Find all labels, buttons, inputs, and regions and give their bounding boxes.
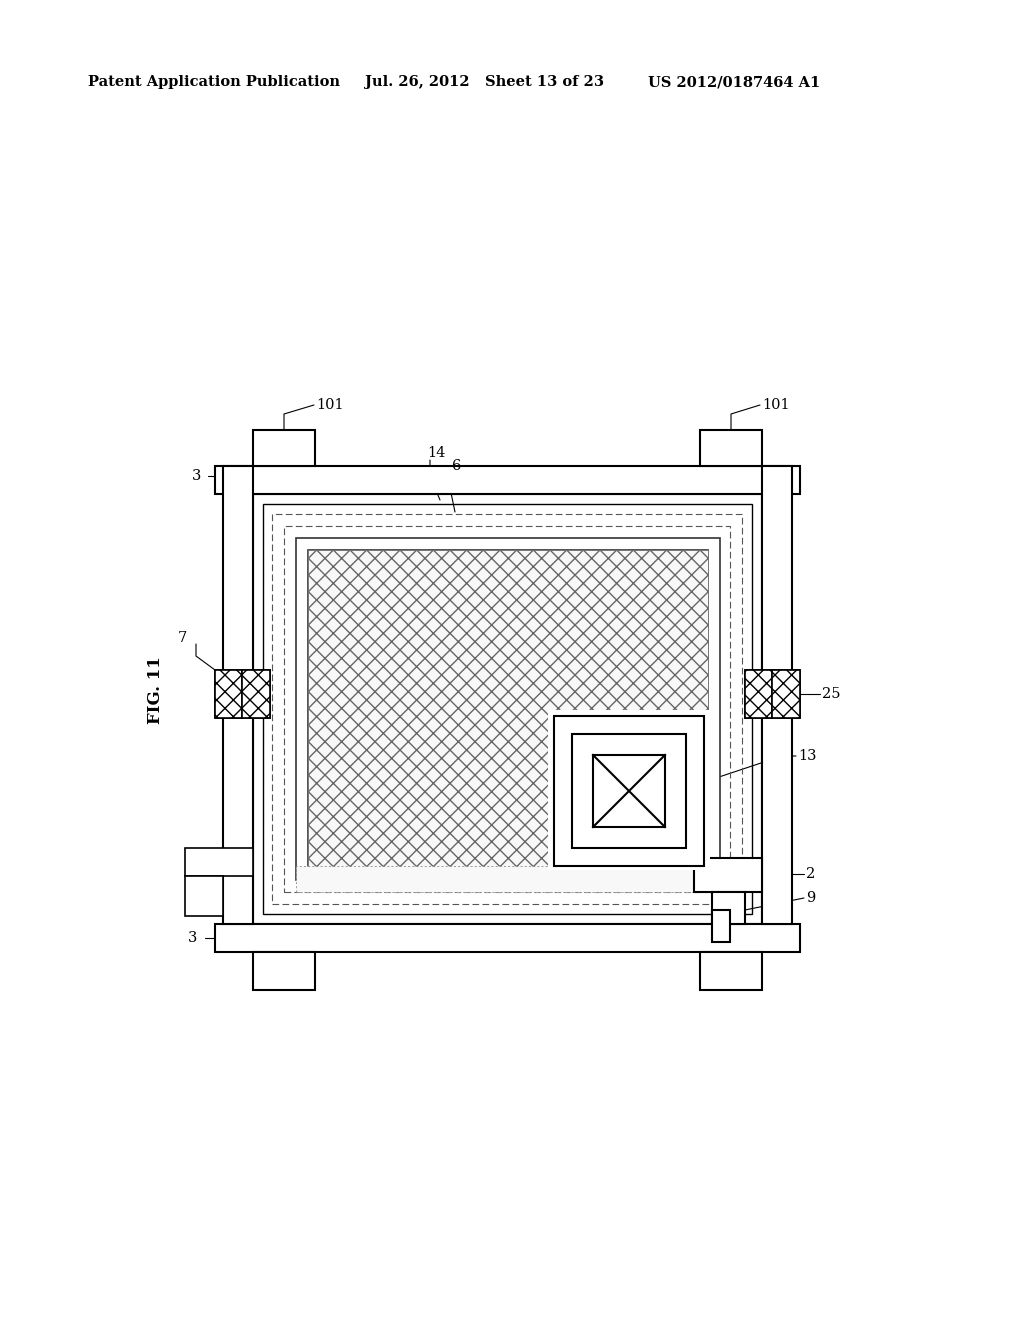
Bar — [215, 924, 800, 952]
Bar — [253, 494, 762, 924]
Text: 101: 101 — [762, 399, 790, 412]
Text: 2: 2 — [806, 867, 815, 880]
Bar — [712, 892, 745, 924]
Bar — [548, 710, 710, 870]
Bar — [762, 466, 792, 924]
Text: 14: 14 — [427, 446, 445, 459]
Bar — [263, 504, 752, 913]
Bar — [215, 466, 800, 494]
Bar — [215, 671, 242, 718]
Text: 25: 25 — [822, 686, 841, 701]
Bar — [223, 466, 253, 924]
Bar — [253, 952, 315, 990]
Text: Patent Application Publication: Patent Application Publication — [88, 75, 340, 88]
Bar — [284, 525, 730, 892]
Bar — [296, 539, 720, 880]
Text: 7: 7 — [178, 631, 187, 645]
Text: 6: 6 — [452, 459, 462, 473]
Bar — [185, 876, 223, 916]
Bar — [572, 734, 686, 847]
Text: 101: 101 — [316, 399, 344, 412]
Text: FIG. 11: FIG. 11 — [146, 656, 164, 723]
Text: Jul. 26, 2012   Sheet 13 of 23: Jul. 26, 2012 Sheet 13 of 23 — [365, 75, 604, 88]
Bar — [215, 671, 270, 718]
Bar — [308, 550, 708, 869]
Bar — [308, 550, 708, 869]
Bar — [185, 847, 253, 876]
Text: US 2012/0187464 A1: US 2012/0187464 A1 — [648, 75, 820, 88]
Bar — [700, 952, 762, 990]
Bar — [694, 858, 762, 892]
Bar — [712, 909, 730, 942]
Bar — [593, 755, 665, 828]
Text: 3: 3 — [188, 931, 198, 945]
Bar — [296, 866, 694, 892]
Bar — [772, 671, 800, 718]
Text: 3: 3 — [193, 469, 202, 483]
Bar — [272, 513, 742, 904]
Bar — [242, 671, 270, 718]
Bar — [253, 430, 315, 466]
Bar — [700, 430, 762, 466]
Bar — [745, 671, 800, 718]
Text: 9: 9 — [806, 891, 815, 906]
Text: 13: 13 — [798, 748, 816, 763]
Bar — [554, 715, 705, 866]
Bar — [745, 671, 772, 718]
